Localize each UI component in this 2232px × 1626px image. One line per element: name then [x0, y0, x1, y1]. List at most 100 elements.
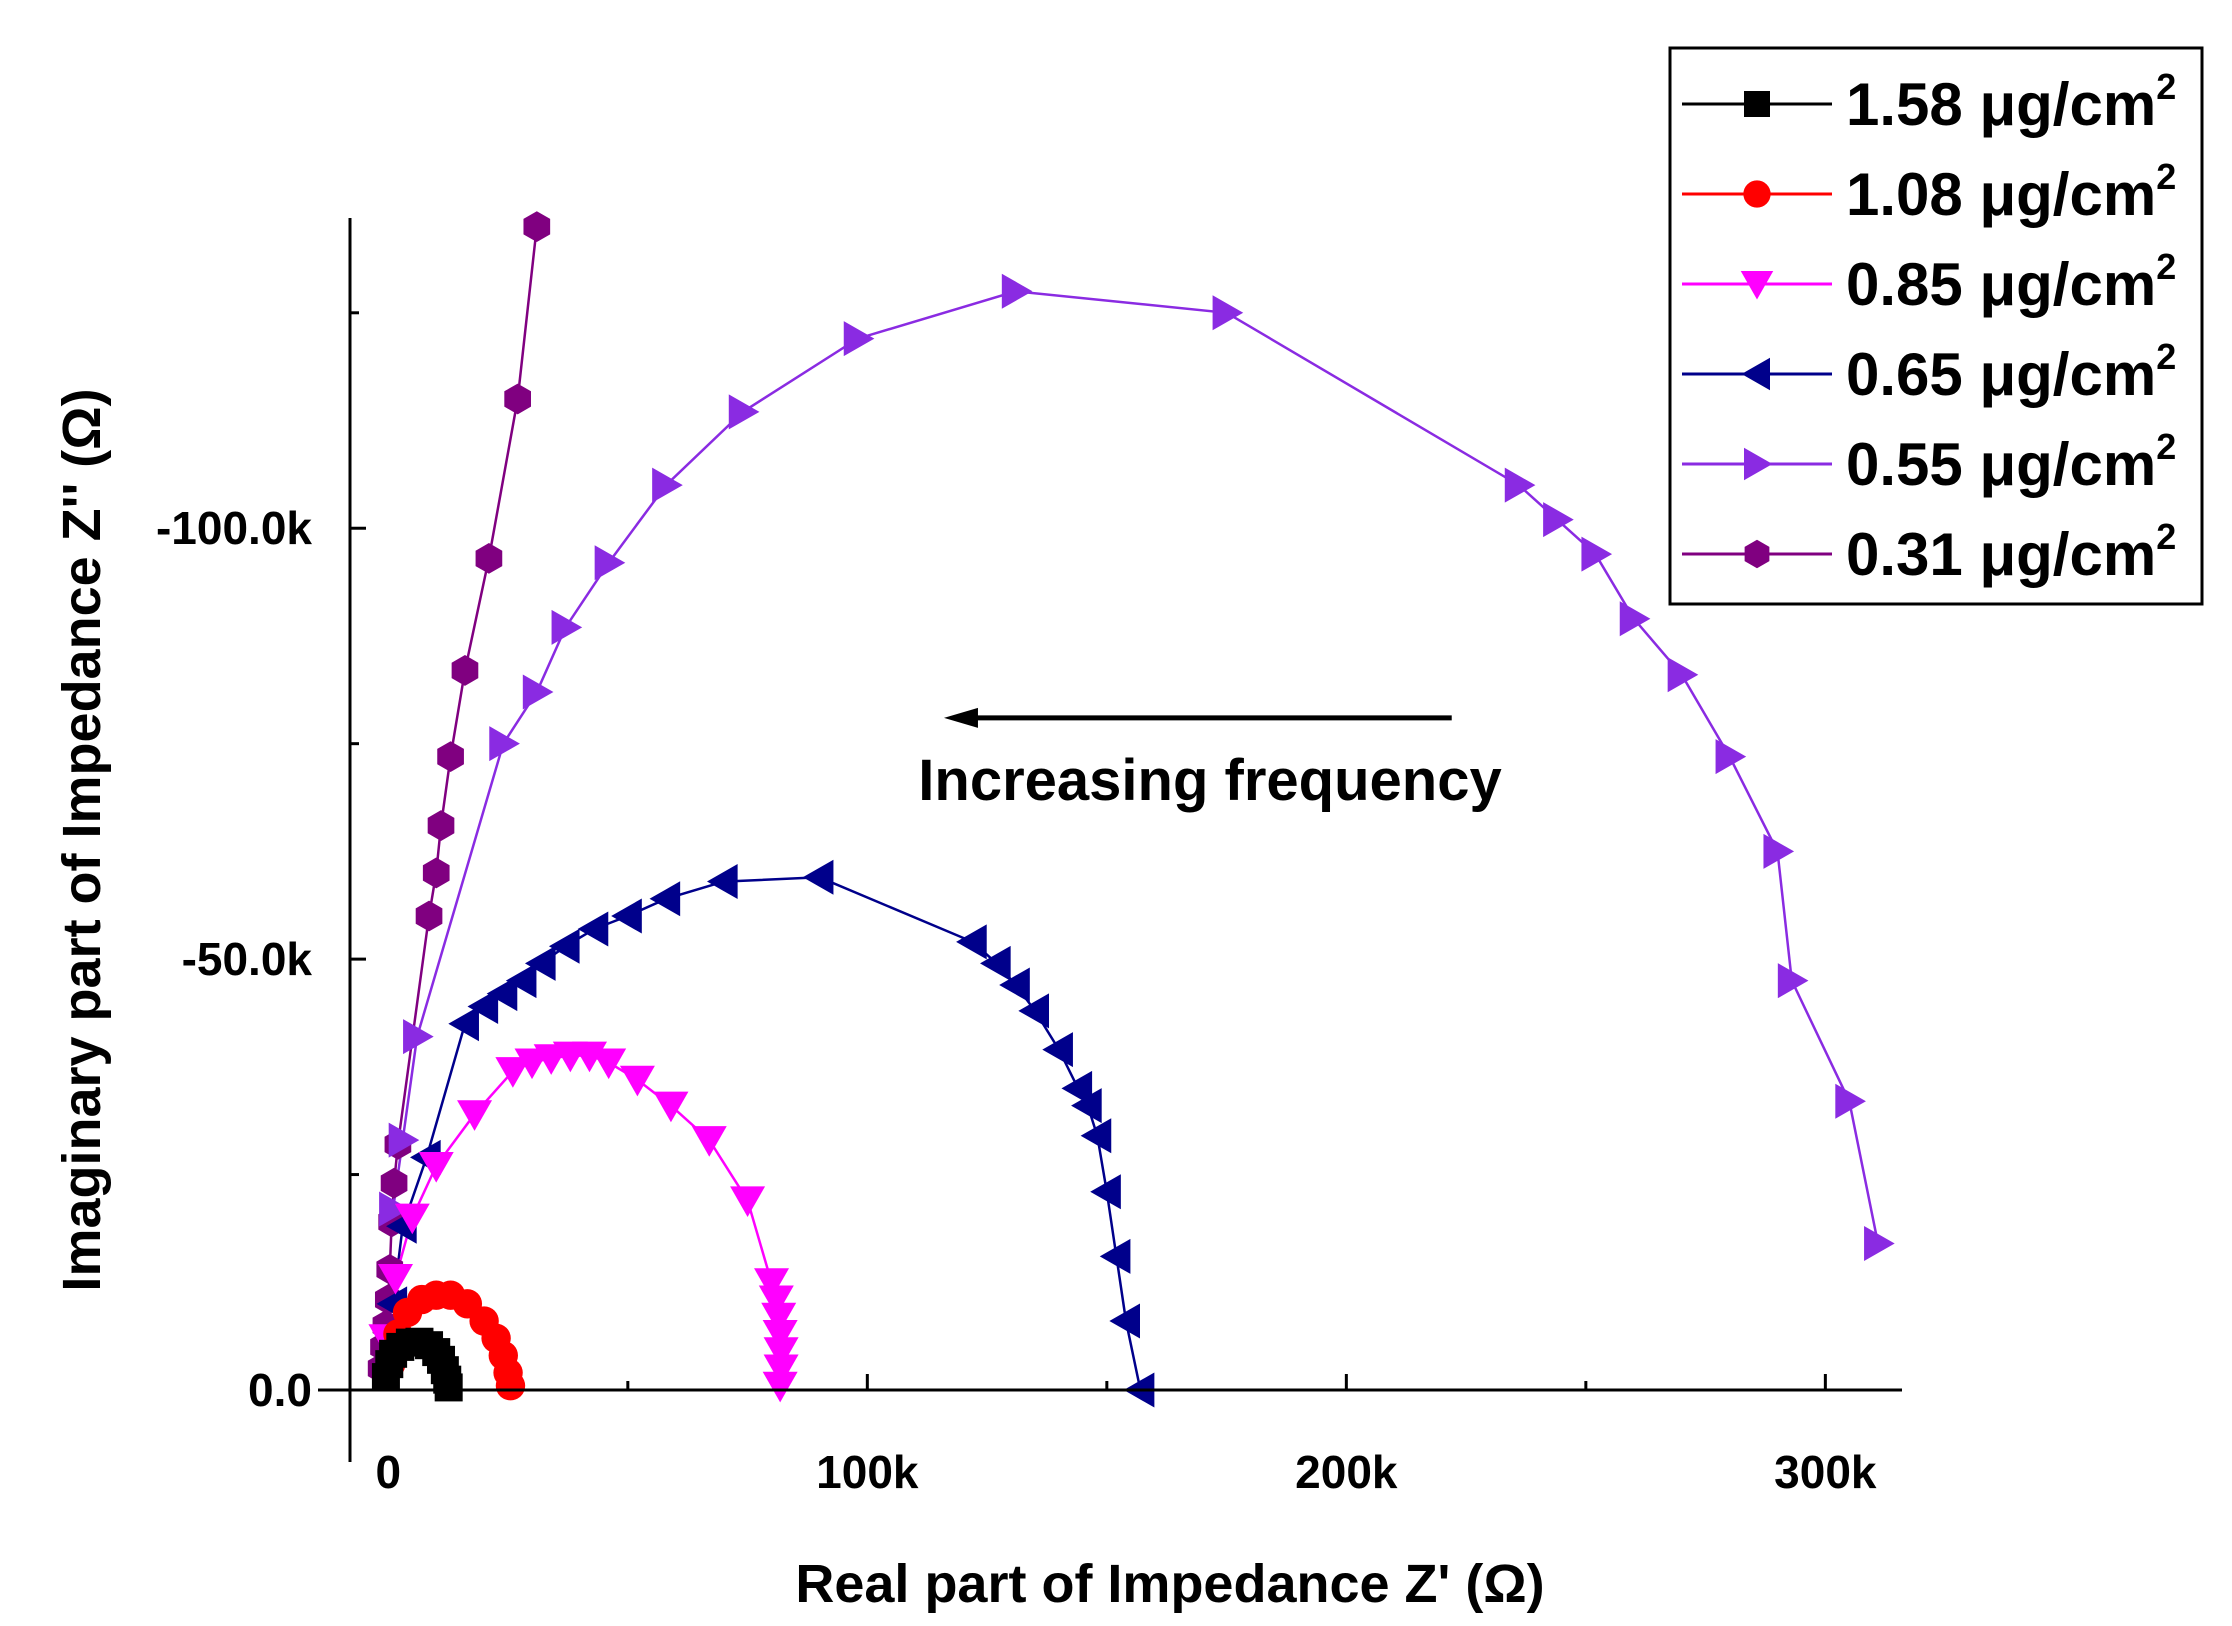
- data-point: [1001, 273, 1033, 309]
- data-point: [843, 321, 875, 357]
- x-tick-label: 100k: [816, 1446, 919, 1498]
- data-point: [763, 1337, 799, 1368]
- data-point: [1581, 536, 1613, 572]
- y-tick-label: 0.0: [248, 1364, 312, 1416]
- data-point: [457, 1100, 493, 1131]
- legend-label: 1.08 μg/cm2: [1846, 156, 2176, 228]
- data-point: [434, 1373, 463, 1402]
- legend-marker: [1744, 539, 1770, 569]
- data-point: [504, 383, 531, 415]
- data-point: [437, 741, 464, 773]
- axes: 0 100k 200k 300k 0.0 -50.0k -100.0k: [156, 218, 1902, 1498]
- legend: 1.58 μg/cm2 1.08 μg/cm2 0.85 μg/cm2 0.65 μg…: [1668, 46, 2204, 606]
- data-point: [1061, 1070, 1093, 1106]
- data-point: [451, 655, 479, 686]
- data-point: [379, 1191, 410, 1227]
- legend-marker: [1740, 271, 1774, 300]
- legend-superscript: 2: [2156, 246, 2176, 287]
- annotation-text: Increasing frequency: [918, 748, 1501, 813]
- data-point: [486, 976, 518, 1012]
- data-point: [551, 609, 583, 645]
- data-point: [489, 726, 520, 762]
- data-point: [1543, 502, 1574, 538]
- legend-label: 0.55 μg/cm2: [1846, 426, 2176, 498]
- data-point: [422, 857, 450, 889]
- data-point: [1099, 1238, 1131, 1274]
- data-point: [388, 1122, 420, 1158]
- data-point: [1504, 467, 1536, 503]
- legend-label: 0.65 μg/cm2: [1846, 336, 2176, 408]
- legend-superscript: 2: [2156, 336, 2176, 377]
- data-point: [761, 1302, 797, 1334]
- legend-box: [1668, 46, 2204, 606]
- legend-marker: [1744, 447, 1773, 481]
- data-point: [524, 945, 556, 981]
- legend-item: 0.65 μg/cm2: [1682, 336, 2176, 408]
- data-point: [999, 967, 1030, 1003]
- data-point: [652, 467, 683, 503]
- data-point: [707, 864, 738, 900]
- series-markers: [367, 211, 1895, 1408]
- legend-item: 0.85 μg/cm2: [1682, 246, 2176, 318]
- data-point: [378, 1263, 414, 1295]
- data-point: [1071, 1088, 1102, 1124]
- x-tick-label: 200k: [1295, 1446, 1398, 1498]
- data-point: [1667, 657, 1699, 693]
- data-point: [1018, 993, 1049, 1029]
- legend-item: 1.58 μg/cm2: [1682, 66, 2176, 138]
- data-point: [591, 1048, 627, 1080]
- legend-label: 0.31 μg/cm2: [1846, 516, 2176, 588]
- x-tick-label: 300k: [1774, 1446, 1877, 1498]
- data-point: [762, 1371, 798, 1403]
- frequency-annotation: Increasing frequency: [918, 707, 1502, 813]
- data-point: [1864, 1226, 1895, 1261]
- legend-superscript: 2: [2156, 66, 2176, 107]
- data-point: [418, 1151, 454, 1183]
- data-point: [594, 545, 626, 581]
- series-line-3: [391, 876, 1142, 1391]
- data-point: [415, 900, 443, 932]
- data-point: [1835, 1083, 1866, 1119]
- data-point: [754, 1268, 790, 1299]
- data-point: [980, 945, 1011, 981]
- legend-item: 1.08 μg/cm2: [1682, 156, 2176, 228]
- data-point: [505, 963, 537, 999]
- series-line-4: [391, 290, 1880, 1244]
- data-point: [523, 211, 551, 243]
- data-point: [1080, 1118, 1112, 1154]
- data-point: [653, 1091, 689, 1123]
- data-point: [1212, 295, 1244, 331]
- legend-item: 0.55 μg/cm2: [1682, 426, 2176, 498]
- legend-superscript: 2: [2156, 516, 2176, 557]
- data-point: [448, 1006, 479, 1042]
- data-point: [495, 1370, 526, 1401]
- y-tick-label: -100.0k: [156, 502, 312, 554]
- legend-superscript: 2: [2156, 426, 2176, 467]
- data-point: [495, 1057, 531, 1088]
- data-point: [730, 1186, 766, 1218]
- data-point: [403, 1019, 434, 1055]
- y-axis-title: Imaginary part of Impedance Z'' (Ω): [52, 388, 112, 1291]
- data-point: [611, 898, 642, 934]
- data-point: [649, 881, 681, 917]
- data-point: [1763, 833, 1795, 869]
- legend-marker: [1741, 357, 1770, 391]
- legend-marker: [1743, 180, 1771, 208]
- legend-label: 1.58 μg/cm2: [1846, 66, 2176, 138]
- data-point: [1042, 1032, 1073, 1068]
- data-point: [763, 1354, 799, 1386]
- x-tick-label: 0: [376, 1446, 402, 1498]
- x-axis-title: Real part of Impedance Z' (Ω): [795, 1554, 1544, 1614]
- data-point: [956, 924, 987, 960]
- series-line-2: [384, 1054, 783, 1386]
- data-point: [619, 1065, 655, 1097]
- data-point: [691, 1126, 727, 1157]
- legend-marker: [1744, 91, 1770, 117]
- data-point: [467, 989, 499, 1025]
- annotation-arrowhead: [943, 707, 978, 728]
- data-point: [380, 1167, 408, 1199]
- data-point: [758, 1285, 794, 1317]
- data-point: [548, 928, 580, 964]
- y-tick-label: -50.0k: [182, 933, 313, 985]
